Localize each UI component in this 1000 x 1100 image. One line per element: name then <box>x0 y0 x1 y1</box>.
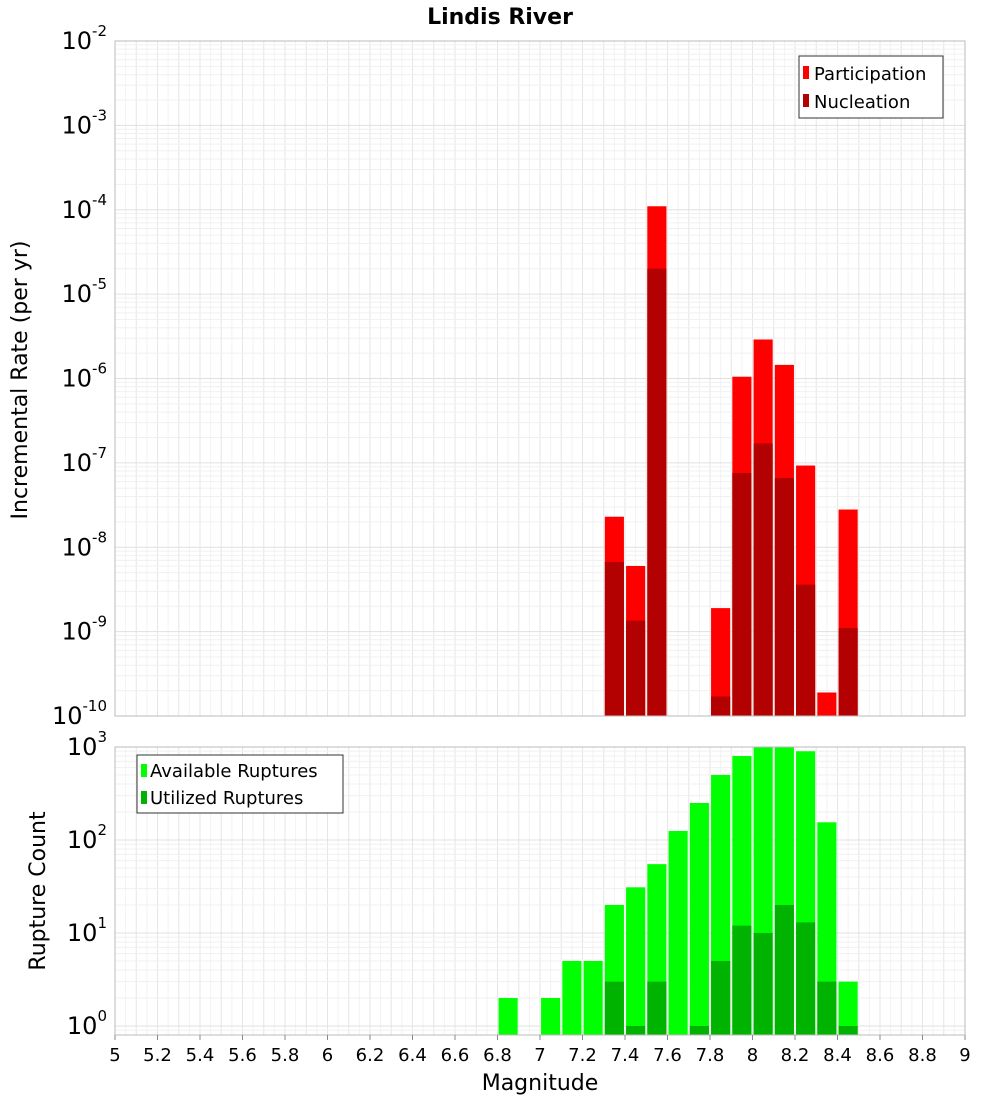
y-tick-label: 10-9 <box>61 613 107 646</box>
x-tick-label: 7.2 <box>568 1045 597 1066</box>
count-bar-secondary <box>689 1025 709 1035</box>
legend-utilized-ruptures: Utilized Ruptures <box>150 788 303 809</box>
bottom-y-ticks: 100 101 102 103 <box>67 728 107 1040</box>
count-bar-secondary <box>796 922 816 1035</box>
top-plot-frame <box>114 40 966 717</box>
x-tick-label: 7.8 <box>696 1045 725 1066</box>
count-bar-secondary <box>774 904 794 1035</box>
top-bars <box>604 206 858 716</box>
y-tick-label: 10-4 <box>61 191 107 224</box>
legend-swatch-participation <box>803 66 809 79</box>
count-bar-primary <box>668 830 688 1035</box>
x-tick-label: 8.6 <box>866 1045 895 1066</box>
y-tick-label: 10-5 <box>61 275 107 308</box>
y-tick-label: 103 <box>67 728 107 761</box>
x-tick-label: 5.8 <box>271 1045 300 1066</box>
rate-bar-secondary <box>711 696 731 716</box>
x-tick-label: 7.6 <box>653 1045 682 1066</box>
count-bar-secondary <box>626 1025 646 1035</box>
top-y-ticks: 10-10 10-9 10-8 10-7 10-6 10-5 10-4 10-3 10-2 <box>52 22 107 730</box>
count-bar-primary <box>541 997 561 1035</box>
x-tick-label: 8.8 <box>908 1045 937 1066</box>
legend-participation: Participation <box>814 64 926 85</box>
y-tick-label: 10-7 <box>61 444 107 477</box>
y-tick-label: 10-6 <box>61 360 107 393</box>
top-y-axis-label: Incremental Rate (per yr) <box>8 241 33 520</box>
x-tick-label: 6.2 <box>356 1045 385 1066</box>
x-tick-label: 6 <box>322 1045 333 1066</box>
count-bar-secondary <box>732 925 752 1035</box>
x-tick-label: 5.4 <box>186 1045 215 1066</box>
x-tick-label: 8 <box>747 1045 758 1066</box>
rate-bar-secondary <box>838 628 858 716</box>
rate-bar-secondary <box>796 584 816 716</box>
x-tick-label: 8.4 <box>823 1045 852 1066</box>
count-bar-secondary <box>753 932 773 1035</box>
x-tick-label: 8.2 <box>781 1045 810 1066</box>
legend-available-ruptures: Available Ruptures <box>150 761 318 782</box>
count-bar-primary <box>689 802 709 1035</box>
count-bar-primary <box>562 960 582 1035</box>
rate-bar-secondary <box>732 472 752 716</box>
legend-nucleation: Nucleation <box>814 92 910 113</box>
top-grid <box>114 40 966 717</box>
rate-bar-secondary <box>647 268 667 716</box>
x-ticks: 5 5.2 5.4 5.6 5.8 6 6.2 6.4 6.6 6.8 7 7.2 7.4 7.6 7.8 8… <box>109 1035 971 1066</box>
bottom-bars <box>498 747 858 1035</box>
count-bar-secondary <box>711 960 731 1035</box>
x-tick-label: 5.6 <box>228 1045 257 1066</box>
count-bar-primary <box>838 981 858 1035</box>
y-tick-label: 100 <box>67 1007 107 1040</box>
count-bar-secondary <box>647 981 667 1035</box>
top-legend: Participation Nucleation <box>798 55 944 119</box>
count-bar-secondary <box>817 981 837 1035</box>
rate-bar-secondary <box>753 443 773 716</box>
x-tick-label: 5 <box>109 1045 120 1066</box>
y-tick-label: 10-8 <box>61 528 107 561</box>
count-bar-primary <box>583 960 603 1035</box>
rate-bar-secondary <box>626 620 646 716</box>
count-bar-primary <box>626 887 646 1035</box>
rate-bar-primary <box>711 608 731 716</box>
bottom-y-axis-label: Rupture Count <box>26 811 51 971</box>
chart-title: Lindis River <box>427 5 573 30</box>
y-tick-label: 10-3 <box>61 106 107 139</box>
y-tick-label: 10-2 <box>61 22 107 55</box>
y-tick-label: 102 <box>67 821 107 854</box>
x-tick-label: 7 <box>534 1045 545 1066</box>
bottom-legend: Available Ruptures Utilized Ruptures <box>136 754 344 814</box>
count-bar-secondary <box>604 981 624 1035</box>
x-tick-label: 6.4 <box>398 1045 427 1066</box>
rate-bar-primary <box>817 692 837 716</box>
y-tick-label: 10-10 <box>52 697 107 730</box>
legend-swatch-utilized <box>141 791 147 804</box>
legend-swatch-nucleation <box>803 94 809 107</box>
count-bar-secondary <box>838 1025 858 1035</box>
x-tick-label: 9 <box>959 1045 970 1066</box>
legend-swatch-available <box>141 764 147 777</box>
x-tick-label: 5.2 <box>143 1045 172 1066</box>
bottom-legend-box <box>136 754 344 814</box>
count-bar-primary <box>498 997 518 1035</box>
x-tick-label: 6.8 <box>483 1045 512 1066</box>
x-tick-label: 6.6 <box>441 1045 470 1066</box>
top-legend-box <box>798 55 944 119</box>
rate-bar-secondary <box>774 478 794 716</box>
rate-bar-secondary <box>604 561 624 716</box>
x-tick-label: 7.4 <box>611 1045 640 1066</box>
y-tick-label: 101 <box>67 914 107 947</box>
x-axis-label: Magnitude <box>482 1071 599 1096</box>
